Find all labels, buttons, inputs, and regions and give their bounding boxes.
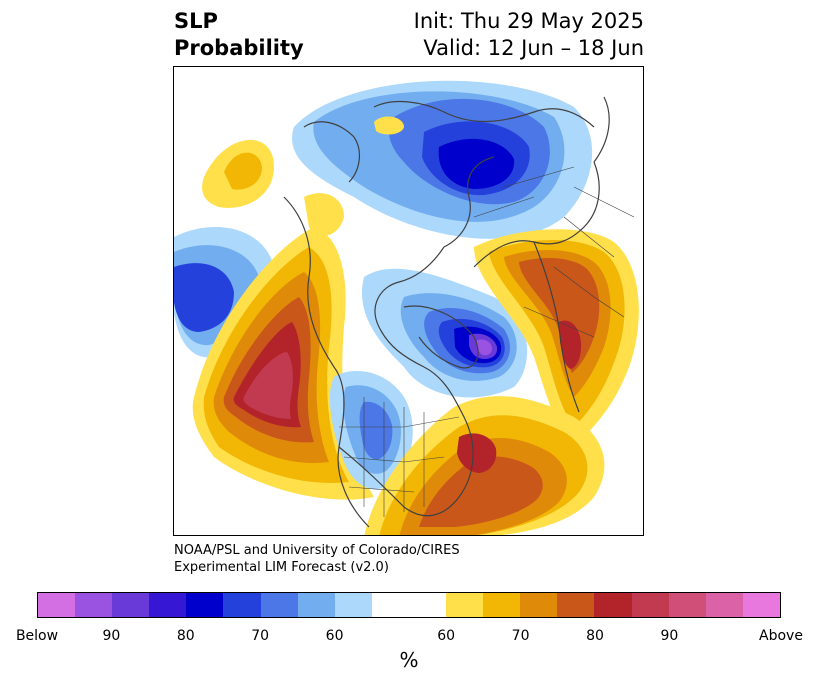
colorbar-tick-label: 80 (176, 628, 195, 644)
colorbar (37, 592, 781, 618)
colorbar-segment (446, 593, 484, 617)
title-right: Init: Thu 29 May 2025 Valid: 12 Jun – 18… (414, 8, 644, 62)
colorbar-segment (557, 593, 595, 617)
credit-line-2: Experimental LIM Forecast (v2.0) (174, 560, 389, 575)
colorbar-tick-label: 90 (102, 628, 121, 644)
colorbar-tick-label: 60 (325, 628, 344, 644)
colorbar-segment (668, 593, 706, 617)
colorbar-segment (112, 593, 150, 617)
colorbar-tick-label: 70 (251, 628, 270, 644)
valid-range: Valid: 12 Jun – 18 Jun (423, 36, 644, 60)
colorbar-segment (705, 593, 743, 617)
colorbar-segment (594, 593, 632, 617)
colorbar-tick-label: 60 (437, 628, 456, 644)
colorbar-tick-label: Below (15, 628, 59, 644)
colorbar-segment (334, 593, 372, 617)
colorbar-segment (631, 593, 669, 617)
init-date: Init: Thu 29 May 2025 (413, 9, 644, 33)
title-left: SLP Probability (174, 8, 304, 62)
colorbar-segment (186, 593, 224, 617)
title-variable: SLP (174, 9, 218, 33)
colorbar-segment (75, 593, 113, 617)
title-product: Probability (174, 36, 304, 60)
hudson-negative-anomaly (362, 268, 528, 398)
colorbar-segment (38, 593, 76, 617)
colorbar-segment (483, 593, 521, 617)
colorbar-unit: % (399, 648, 419, 672)
colorbar-segment (149, 593, 187, 617)
colorbar-segment (260, 593, 298, 617)
coastlines (283, 96, 610, 528)
colorbar-segment (520, 593, 558, 617)
map-panel (173, 66, 644, 536)
colorbar-segment (742, 593, 780, 617)
credit: NOAA/PSL and University of Colorado/CIRE… (174, 542, 460, 576)
colorbar-tick-label: 80 (586, 628, 604, 644)
colorbar-segment (223, 593, 261, 617)
colorbar-tick-label: 70 (511, 628, 530, 644)
colorbar-segment (371, 593, 447, 617)
credit-line-1: NOAA/PSL and University of Colorado/CIRE… (174, 543, 460, 558)
pacific-positive-anomaly (192, 227, 374, 500)
borders (339, 166, 635, 517)
europe-positive-anomaly (474, 229, 639, 447)
probability-map (174, 80, 639, 535)
colorbar-tick-label: 90 (660, 628, 679, 644)
colorbar-segment (297, 593, 335, 617)
colorbar-tick-label: Above (759, 628, 803, 644)
